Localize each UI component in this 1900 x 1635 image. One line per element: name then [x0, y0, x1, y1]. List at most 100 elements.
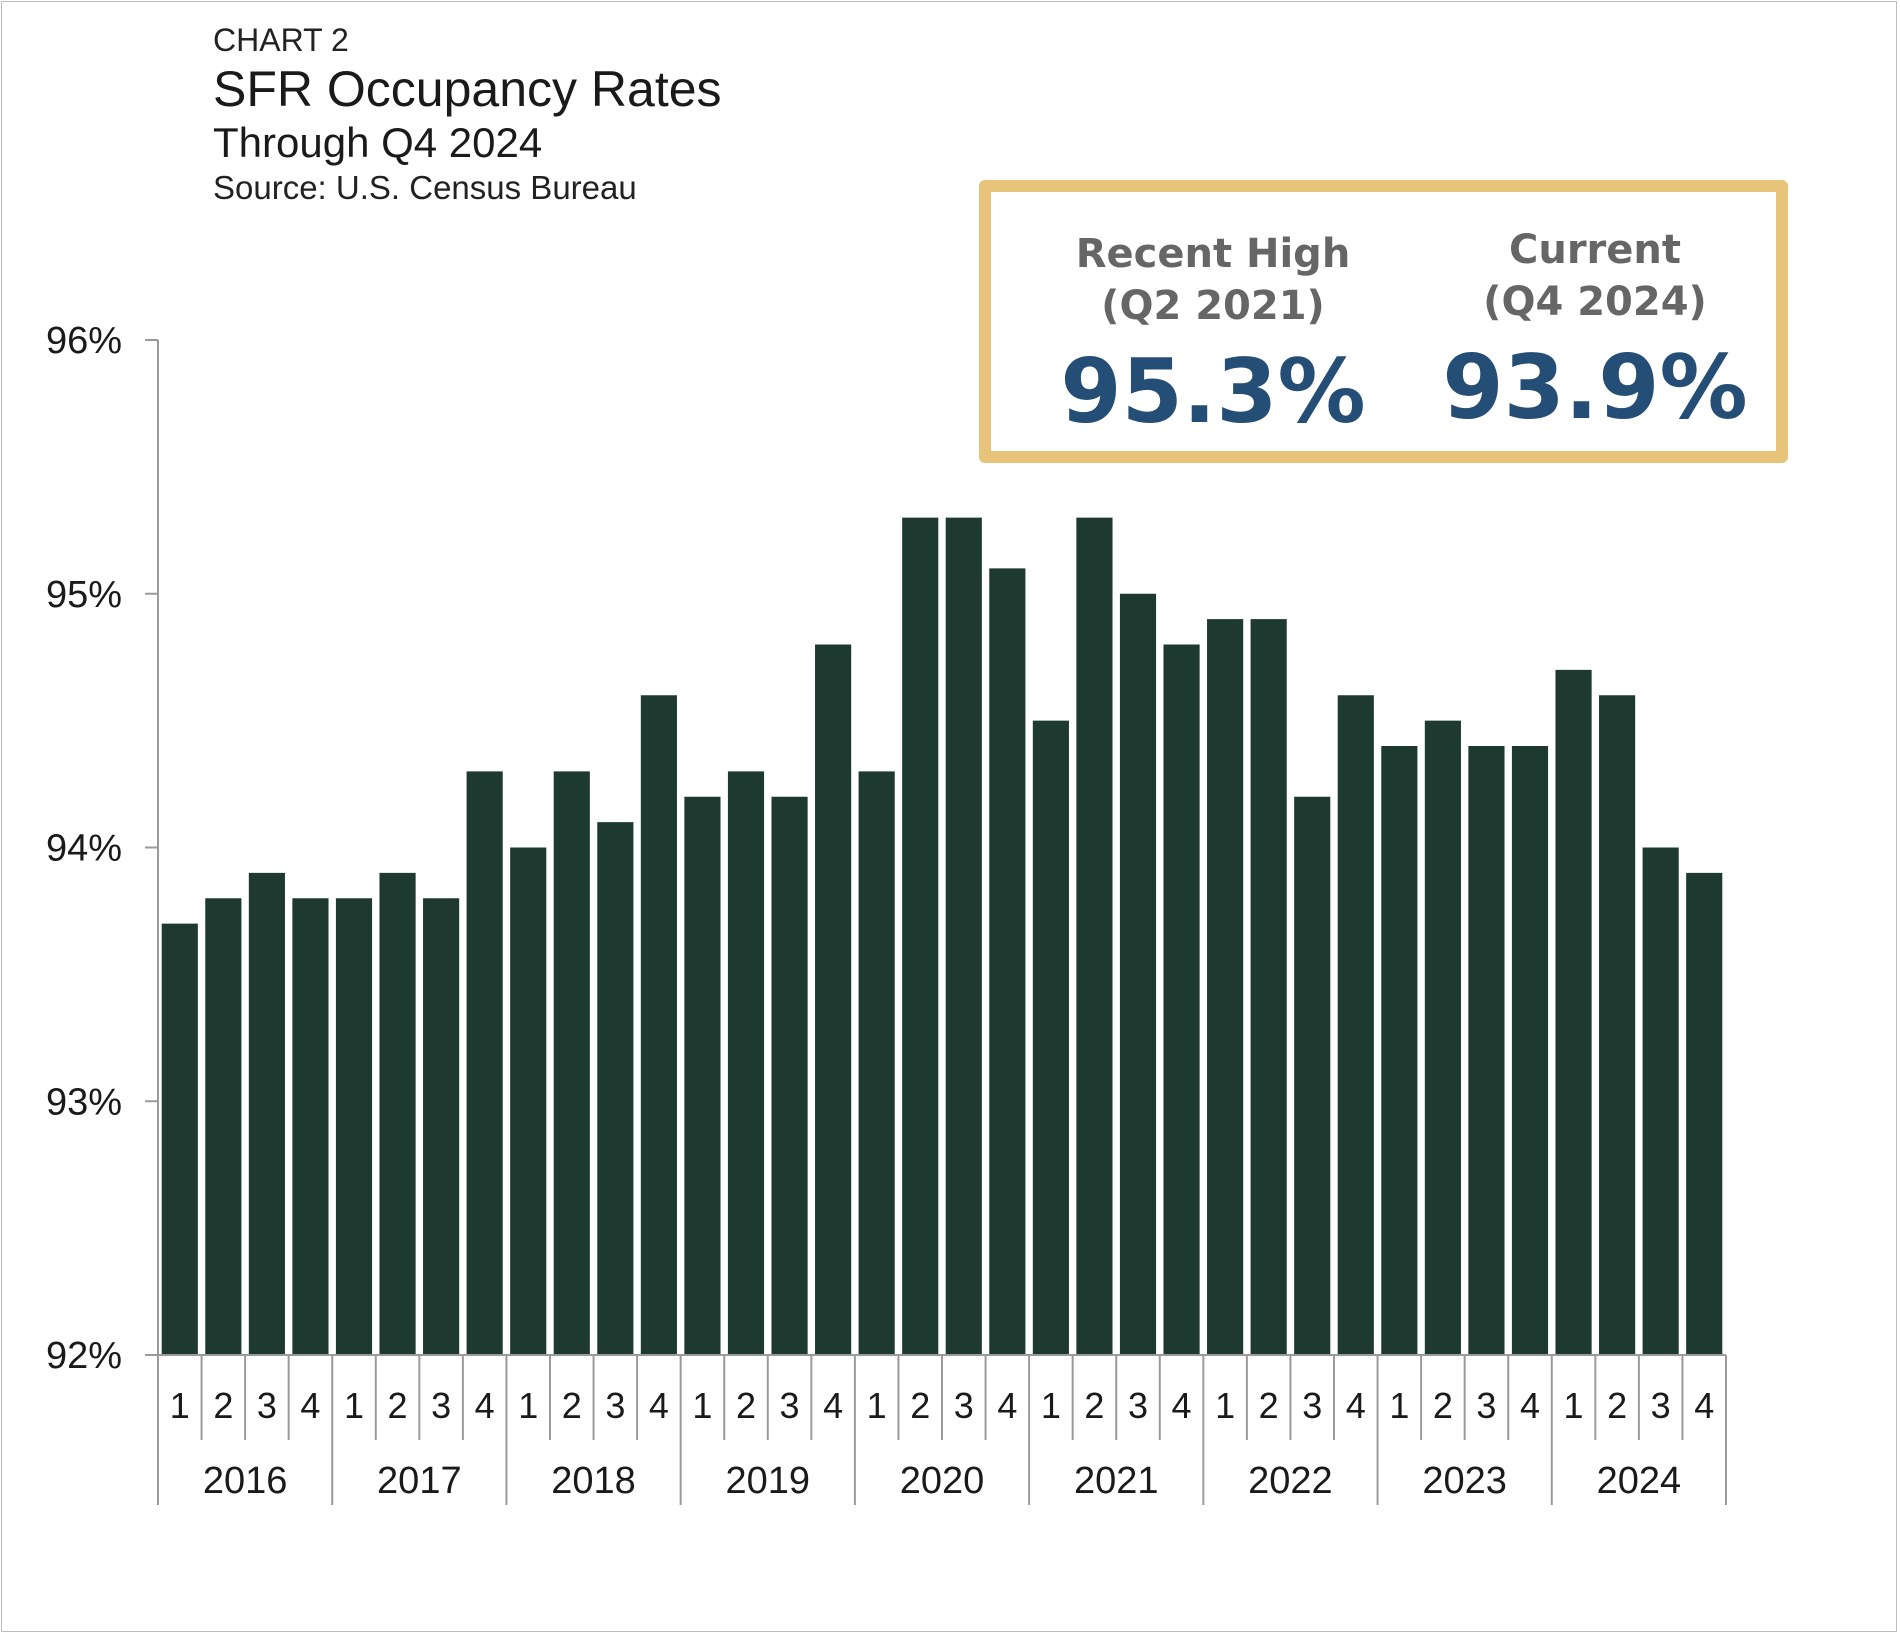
- bar: [1468, 746, 1505, 1355]
- bar: [815, 644, 852, 1355]
- bar: [1381, 746, 1418, 1355]
- bars: [161, 517, 1723, 1356]
- recent-high-label-line1: Recent High: [1075, 231, 1351, 277]
- year-label: 2017: [377, 1460, 462, 1502]
- quarter-label: 1: [1564, 1385, 1584, 1426]
- bar: [902, 517, 939, 1355]
- quarter-label: 2: [736, 1385, 756, 1426]
- bar: [1294, 796, 1331, 1355]
- x-axis: 1 2 3 4 1 2 3 4 1 2 3 4 1 2 3 4 1 2 3 4 1 2 3 4 1 2 3 4 1 2 3 4 1 2 3 42016…: [157, 1354, 1727, 1505]
- bar: [1511, 746, 1549, 1355]
- year-label: 2020: [900, 1460, 985, 1502]
- quarter-label: 1: [692, 1385, 712, 1426]
- quarter-label: 2: [1607, 1385, 1627, 1426]
- y-tick-label: 96%: [46, 320, 122, 362]
- year-label: 2016: [203, 1460, 288, 1502]
- bar: [858, 771, 895, 1355]
- bar: [1424, 720, 1461, 1356]
- bar: [1032, 720, 1069, 1356]
- bar: [597, 822, 634, 1355]
- bar: [771, 796, 808, 1355]
- bar: [727, 771, 765, 1355]
- bar: [292, 898, 329, 1355]
- quarter-label: 4: [1520, 1385, 1540, 1426]
- year-label: 2018: [551, 1460, 636, 1502]
- bar: [205, 898, 242, 1355]
- quarter-label: 4: [997, 1385, 1017, 1426]
- current-label-line2: (Q4 2024): [1483, 279, 1707, 325]
- quarter-label: 1: [344, 1385, 364, 1426]
- bar: [510, 847, 547, 1355]
- current-label-line1: Current: [1508, 227, 1681, 273]
- y-tick-label: 95%: [46, 574, 122, 616]
- bar: [553, 771, 590, 1355]
- quarter-label: 4: [1172, 1385, 1192, 1426]
- quarter-label: 4: [649, 1385, 669, 1426]
- quarter-label: 1: [518, 1385, 538, 1426]
- recent-high-label-line2: (Q2 2021): [1101, 283, 1325, 329]
- quarter-label: 2: [1084, 1385, 1104, 1426]
- quarter-label: 3: [257, 1385, 277, 1426]
- bar: [379, 872, 416, 1355]
- recent-high-value: 95.3%: [1060, 340, 1366, 443]
- quarter-label: 3: [1302, 1385, 1322, 1426]
- quarter-label: 3: [605, 1385, 625, 1426]
- bar: [640, 695, 677, 1355]
- quarter-label: 2: [910, 1385, 930, 1426]
- quarter-label: 3: [954, 1385, 974, 1426]
- current-stat: Current (Q4 2024) 93.9%: [1415, 224, 1775, 438]
- year-label: 2022: [1248, 1460, 1333, 1502]
- bar: [335, 898, 373, 1355]
- quarter-label: 3: [1651, 1385, 1671, 1426]
- quarter-label: 4: [300, 1385, 320, 1426]
- bar: [1119, 593, 1157, 1355]
- chart-source: Source: U.S. Census Bureau: [213, 169, 637, 206]
- bar: [161, 923, 198, 1355]
- quarter-label: 4: [823, 1385, 843, 1426]
- chart-title: SFR Occupancy Rates: [213, 61, 722, 117]
- quarter-label: 1: [1389, 1385, 1409, 1426]
- quarter-label: 2: [213, 1385, 233, 1426]
- quarter-label: 3: [431, 1385, 451, 1426]
- bar: [1686, 872, 1723, 1355]
- year-label: 2024: [1597, 1460, 1682, 1502]
- bar: [1555, 669, 1592, 1355]
- bar: [423, 898, 460, 1355]
- current-value: 93.9%: [1442, 336, 1748, 439]
- chart-header: CHART 2 SFR Occupancy Rates Through Q4 2…: [213, 20, 722, 208]
- bar: [1337, 695, 1374, 1355]
- year-label: 2023: [1422, 1460, 1507, 1502]
- chart-subtitle: Through Q4 2024: [213, 119, 543, 166]
- bar: [1207, 619, 1244, 1355]
- bar: [684, 796, 721, 1355]
- quarter-label: 1: [1041, 1385, 1061, 1426]
- quarter-label: 3: [780, 1385, 800, 1426]
- bar: [1250, 619, 1287, 1355]
- highlight-box: Recent High (Q2 2021) 95.3% Current (Q4 …: [979, 180, 1788, 463]
- bar: [248, 872, 285, 1355]
- quarter-label: 2: [388, 1385, 408, 1426]
- current-label: Current (Q4 2024): [1415, 224, 1775, 328]
- recent-high-label: Recent High (Q2 2021): [1033, 228, 1393, 332]
- y-axis: 92% 93% 94% 95% 96%: [46, 320, 159, 1377]
- bar: [1599, 695, 1636, 1355]
- y-tick-label: 92%: [46, 1335, 122, 1377]
- bar: [989, 568, 1026, 1355]
- recent-high-stat: Recent High (Q2 2021) 95.3%: [1033, 228, 1393, 442]
- bar: [1642, 847, 1679, 1355]
- quarter-label: 4: [1694, 1385, 1714, 1426]
- quarter-label: 1: [170, 1385, 190, 1426]
- quarter-label: 2: [1259, 1385, 1279, 1426]
- quarter-label: 1: [1215, 1385, 1235, 1426]
- y-tick-label: 93%: [46, 1081, 122, 1123]
- quarter-label: 2: [562, 1385, 582, 1426]
- quarter-label: 3: [1476, 1385, 1496, 1426]
- y-tick-label: 94%: [46, 828, 122, 870]
- bar: [466, 771, 503, 1355]
- year-label: 2021: [1074, 1460, 1159, 1502]
- bar: [945, 517, 982, 1355]
- year-label: 2019: [726, 1460, 811, 1502]
- quarter-label: 4: [1346, 1385, 1366, 1426]
